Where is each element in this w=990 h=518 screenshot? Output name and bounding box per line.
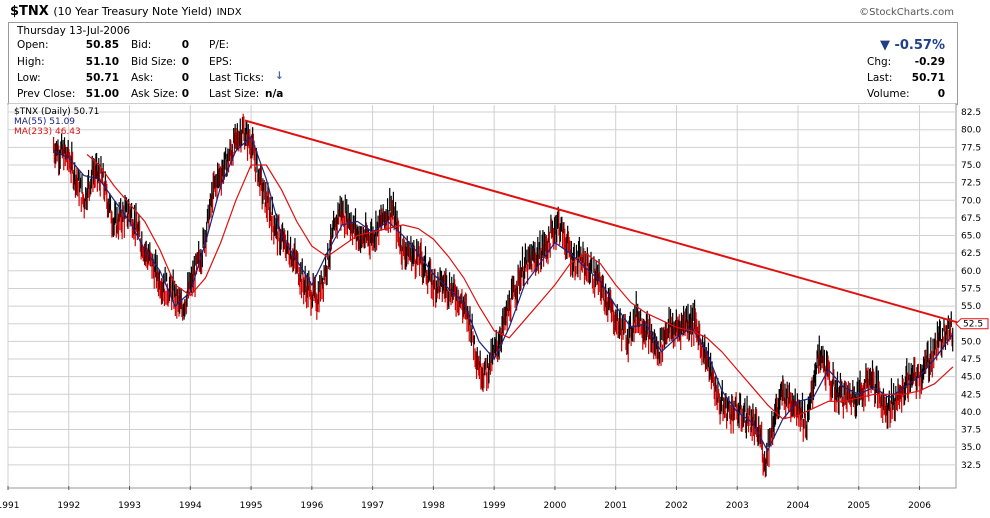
last-size-value: n/a bbox=[265, 88, 284, 100]
chart-area: 32.5 35.0 37.5 40.0 42.5 45.0 47.5 50.0 52.5 55.0… bbox=[0, 102, 990, 518]
y-tick-label: 47.5 bbox=[961, 355, 981, 365]
x-tick-label: 1999 bbox=[483, 501, 506, 511]
eps-label: EPS: bbox=[209, 56, 233, 68]
y-tick-label: 57.5 bbox=[961, 284, 981, 294]
y-tick-label: 72.5 bbox=[961, 179, 981, 189]
y-tick-label: 40.0 bbox=[961, 408, 981, 418]
quote-panel: Thursday 13-Jul-2006 Open: 50.85 High: 5… bbox=[8, 22, 958, 105]
x-tick-label: 1997 bbox=[361, 501, 384, 511]
high-label: High: bbox=[17, 56, 45, 68]
bid-label: Bid: bbox=[131, 39, 152, 51]
last-label: Last: bbox=[867, 72, 893, 84]
ma55-line bbox=[53, 135, 954, 453]
x-tick-label: 2004 bbox=[787, 501, 810, 511]
legend-ma55: MA(55) 51.09 bbox=[14, 117, 75, 127]
ticker-symbol: $TNX bbox=[10, 4, 49, 19]
prev-close-label: Prev Close: bbox=[17, 88, 76, 100]
high-value: 51.10 bbox=[85, 56, 119, 68]
quote-date: Thursday 13-Jul-2006 bbox=[17, 25, 131, 37]
brand-watermark: ©StockCharts.com bbox=[859, 7, 954, 18]
y-tick-label: 37.5 bbox=[961, 426, 981, 436]
x-tick-label: 1992 bbox=[57, 501, 80, 511]
plot-frame bbox=[7, 102, 957, 489]
y-tick-label: 82.5 bbox=[961, 108, 981, 118]
bid-size-label: Bid Size: bbox=[131, 56, 177, 68]
ask-size-value: 0 bbox=[181, 88, 189, 100]
y-axis: 32.5 35.0 37.5 40.0 42.5 45.0 47.5 50.0 52.5 55.0… bbox=[955, 108, 989, 471]
ask-size-label: Ask Size: bbox=[131, 88, 179, 100]
legend-ma233: MA(233) 46.43 bbox=[14, 127, 81, 137]
chart-header: $TNX (10 Year Treasury Note Yield) INDX … bbox=[0, 0, 990, 22]
y-tick-label: 62.5 bbox=[961, 249, 981, 259]
ask-value: 0 bbox=[181, 72, 189, 84]
x-axis: 1991 1992 1993 1994 1995 1996 1997 1998 1999 2000… bbox=[0, 486, 931, 511]
x-tick-label: 2000 bbox=[543, 501, 566, 511]
change-percent: ▼ -0.57% bbox=[879, 38, 945, 53]
x-tick-label: 2002 bbox=[665, 501, 688, 511]
chart-legend: $TNX (Daily) 50.71 MA(55) 51.09 MA(233) … bbox=[14, 107, 99, 137]
low-value: 50.71 bbox=[85, 72, 119, 84]
series-lines bbox=[53, 119, 963, 453]
y-tick-label: 55.0 bbox=[961, 302, 981, 312]
y-tick-label: 45.0 bbox=[961, 373, 981, 383]
y-tick-label: 50.0 bbox=[961, 337, 981, 347]
last-size-label: Last Size: bbox=[209, 88, 260, 100]
bid-value: 0 bbox=[181, 39, 189, 51]
x-tick-label: 1996 bbox=[300, 501, 323, 511]
y-tick-label: 65.0 bbox=[961, 232, 981, 242]
pe-label: P/E: bbox=[209, 39, 230, 51]
bid-size-value: 0 bbox=[181, 56, 189, 68]
y-tick-label: 70.0 bbox=[961, 196, 981, 206]
x-tick-label: 1991 bbox=[0, 501, 19, 511]
volume-value: 0 bbox=[937, 88, 945, 100]
last-value: 50.71 bbox=[911, 72, 945, 84]
chg-value: -0.29 bbox=[914, 56, 945, 68]
price-chart-svg: 32.5 35.0 37.5 40.0 42.5 45.0 47.5 50.0 52.5 55.0… bbox=[0, 102, 989, 511]
y-tick-label: 75.0 bbox=[961, 161, 981, 171]
x-tick-label: 1993 bbox=[118, 501, 141, 511]
x-tick-label: 1998 bbox=[422, 501, 445, 511]
y-tick-label: 35.0 bbox=[961, 443, 981, 453]
ticker-name: (10 Year Treasury Note Yield) bbox=[53, 5, 213, 18]
legend-price: $TNX (Daily) 50.71 bbox=[14, 107, 99, 117]
prev-close-value: 51.00 bbox=[85, 88, 119, 100]
last-ticks-label: Last Ticks: bbox=[209, 72, 265, 84]
down-arrow-icon: ↓ bbox=[275, 70, 284, 82]
y-tick-label: 42.5 bbox=[961, 390, 981, 400]
low-label: Low: bbox=[17, 72, 41, 84]
y-tick-label: 80.0 bbox=[961, 126, 981, 136]
ask-label: Ask: bbox=[131, 72, 154, 84]
last-value-label: 52.5 bbox=[963, 320, 983, 330]
y-tick-label: 77.5 bbox=[961, 143, 981, 153]
open-label: Open: bbox=[17, 39, 49, 51]
symbol-title: $TNX (10 Year Treasury Note Yield) INDX bbox=[10, 4, 242, 19]
x-tick-label: 2006 bbox=[908, 501, 931, 511]
x-tick-label: 1994 bbox=[179, 501, 202, 511]
last-value-marker bbox=[955, 318, 989, 330]
exchange-label: INDX bbox=[216, 7, 242, 18]
x-tick-label: 2003 bbox=[726, 501, 749, 511]
volume-label: Volume: bbox=[867, 88, 910, 100]
y-tick-label: 67.5 bbox=[961, 214, 981, 224]
x-tick-label: 2001 bbox=[604, 501, 627, 511]
x-tick-label: 2005 bbox=[847, 501, 870, 511]
chg-label: Chg: bbox=[867, 56, 892, 68]
open-value: 50.85 bbox=[85, 39, 119, 51]
y-tick-label: 60.0 bbox=[961, 267, 981, 277]
y-tick-label: 32.5 bbox=[961, 461, 981, 471]
x-tick-label: 1995 bbox=[240, 501, 263, 511]
trendline bbox=[244, 119, 963, 325]
ma233-line bbox=[86, 153, 954, 420]
